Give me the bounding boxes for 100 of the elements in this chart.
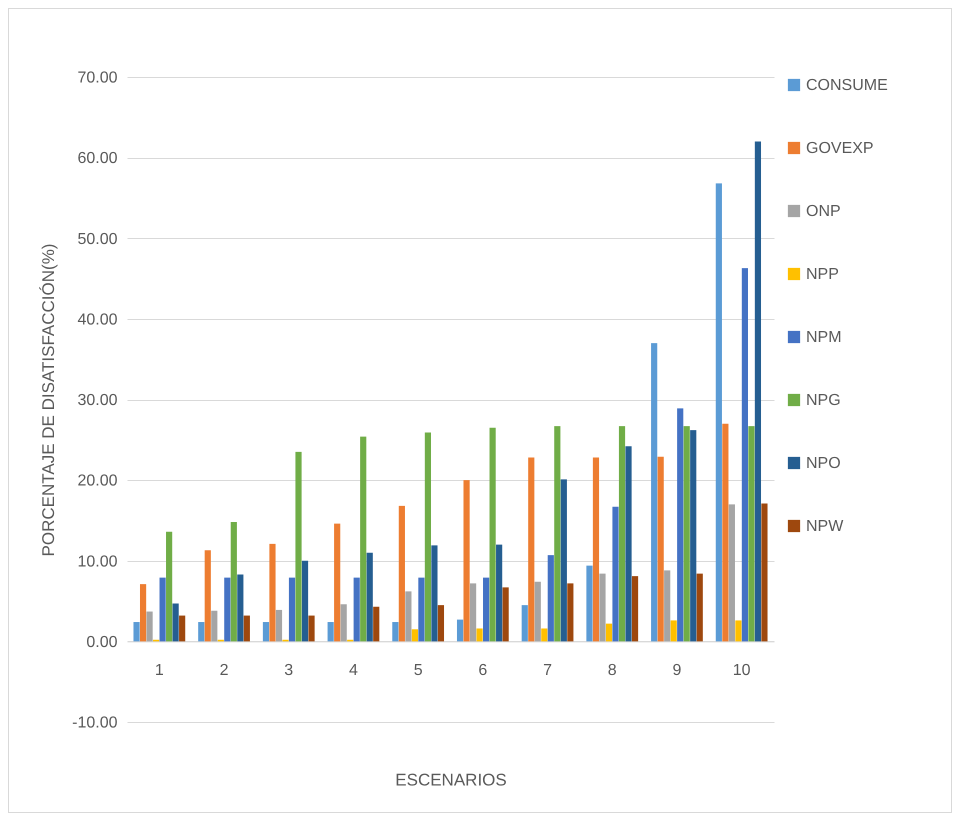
x-tick-label: 6 [478,662,488,679]
bar [456,620,464,642]
bar [586,566,593,642]
bar [398,506,405,642]
bar [632,576,638,642]
x-tick-label: 1 [154,662,164,679]
bar [554,426,560,642]
bar [677,408,684,642]
bar [742,268,748,642]
bar [373,606,380,642]
bar [244,616,250,642]
bar [754,142,762,642]
bar [160,578,166,642]
x-tick-label: 4 [348,662,358,679]
bar [405,591,412,642]
bar [230,522,237,642]
bar [567,583,574,642]
bar [412,629,418,642]
bar [146,612,153,642]
x-tick-label: 3 [284,662,294,679]
bar [548,555,554,642]
bar [748,426,755,642]
bar [438,605,444,642]
bar [502,587,509,642]
bar [224,578,230,642]
bar [560,479,567,642]
bar [308,616,315,642]
bar [728,504,735,642]
y-tick-label: 60.00 [77,150,118,168]
x-axis-title: ESCENARIOS [395,770,507,790]
bar [418,578,424,642]
bar [424,432,432,642]
x-tick-label: 5 [414,662,423,679]
bar [684,426,690,642]
bar [179,616,186,642]
bar [606,624,612,642]
legend-label: NPP [806,266,839,283]
y-tick-label: -10.00 [72,714,118,732]
bar [198,622,204,642]
bar [211,610,218,642]
bar [651,343,658,642]
bar [664,570,670,642]
bar [295,452,302,642]
bar [522,605,528,642]
bar [599,574,606,642]
y-tick-label: 70.00 [77,70,118,86]
bar [431,545,438,642]
legend-label: ONP [806,203,841,220]
x-tick-label: 2 [220,662,229,679]
bar [534,582,541,642]
bar [172,603,179,642]
bar [204,550,211,642]
y-tick-label: 10.00 [77,553,118,570]
bar [696,574,703,642]
x-tick-label: 8 [608,662,617,679]
legend-label: NPG [806,392,841,409]
bar [625,446,632,642]
bar [328,622,334,642]
bar [166,532,172,642]
bar [496,544,502,642]
bar [612,506,619,642]
bar [340,604,347,642]
bar [463,480,470,642]
bar [276,610,282,642]
legend-label: GOVEXP [806,140,874,157]
bar [476,628,483,642]
bar [354,578,360,642]
bar [670,620,677,642]
x-tick-label: 7 [543,662,552,679]
bar [237,574,244,642]
bar [618,426,626,642]
bar [658,456,664,642]
bar [262,622,270,642]
bar [761,504,768,642]
bar [490,428,496,642]
bar [269,544,276,642]
bar [470,583,476,642]
bar [483,578,490,642]
bar [140,584,146,642]
bar [360,436,366,642]
legend-label: CONSUME [806,77,888,94]
x-tick-label: 10 [732,662,751,679]
bar [690,430,696,642]
bar [722,424,728,642]
y-tick-label: 40.00 [77,311,118,328]
bar [302,560,308,642]
bar [735,620,742,642]
y-tick-label: 50.00 [77,230,118,248]
bar [334,524,340,642]
y-axis-title: PORCENTAJE DE DISATISFACCIÓN(%) [39,244,58,556]
y-tick-label: 30.00 [77,392,118,409]
legend-label: NPO [806,455,841,472]
legend-label: NPM [806,329,842,346]
bar [133,622,140,642]
bar [592,458,600,642]
bar [288,578,296,642]
y-tick-label: 20.00 [77,472,118,490]
bar [528,458,534,642]
bar [716,183,722,642]
legend-label: NPW [806,518,844,535]
